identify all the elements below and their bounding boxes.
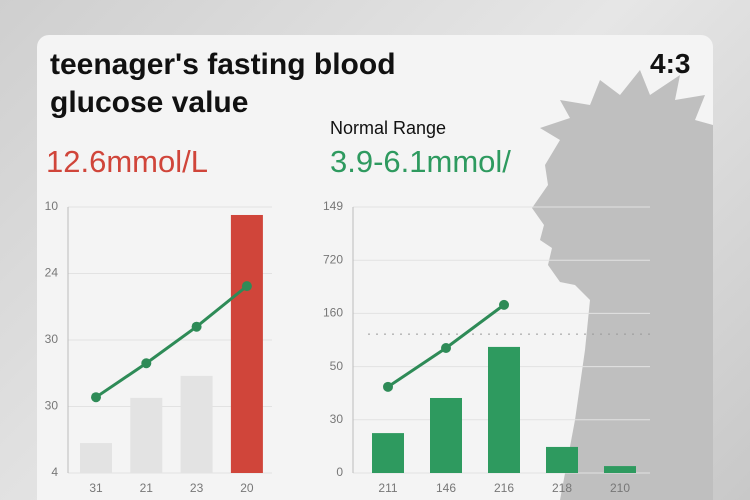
line-point: [91, 392, 101, 403]
y-tick-label: 30: [45, 332, 59, 346]
y-tick-label: 30: [45, 399, 59, 413]
x-tick-label: 211: [378, 481, 397, 495]
y-tick-label: 24: [45, 266, 59, 280]
line-point: [191, 321, 202, 332]
bar: [488, 346, 520, 473]
line-point: [241, 281, 252, 292]
chart-title: 12.6mmol/L: [46, 144, 208, 179]
chart-title: 3.9-6.1mmol/: [330, 144, 511, 179]
x-tick-label: 216: [494, 481, 514, 495]
y-tick-label: 50: [330, 359, 344, 373]
y-tick-label: 10: [45, 199, 59, 213]
line-point: [383, 381, 393, 392]
bar: [130, 397, 163, 473]
y-tick-label: 30: [330, 412, 344, 426]
y-tick-label: 149: [323, 199, 343, 213]
chart-subtitle: Normal Range: [330, 118, 447, 138]
x-tick-label: 23: [190, 481, 204, 495]
ratio: 4:3: [650, 48, 691, 79]
bar: [604, 466, 636, 473]
y-tick-label: 4: [51, 465, 58, 479]
line: [95, 284, 248, 399]
line-point: [141, 358, 152, 369]
y-tick-label: 720: [323, 252, 343, 266]
bar: [430, 397, 462, 473]
y-tick-label: 0: [336, 465, 343, 479]
x-tick-label: 146: [436, 481, 456, 495]
y-tick-label: 160: [323, 306, 343, 320]
x-tick-label: 210: [610, 481, 630, 495]
bar: [180, 375, 213, 473]
x-tick-label: 31: [89, 481, 103, 495]
bar: [372, 433, 404, 473]
x-tick-label: 21: [140, 481, 154, 495]
bar: [230, 214, 263, 474]
x-tick-label: 218: [552, 481, 572, 495]
main-title: teenager's fasting blood glucose value: [50, 48, 396, 119]
bar: [546, 446, 578, 473]
silhouette: [532, 70, 713, 500]
line-point: [441, 342, 451, 353]
bar: [80, 443, 112, 473]
x-tick-label: 20: [240, 481, 254, 495]
line-point: [499, 299, 509, 310]
